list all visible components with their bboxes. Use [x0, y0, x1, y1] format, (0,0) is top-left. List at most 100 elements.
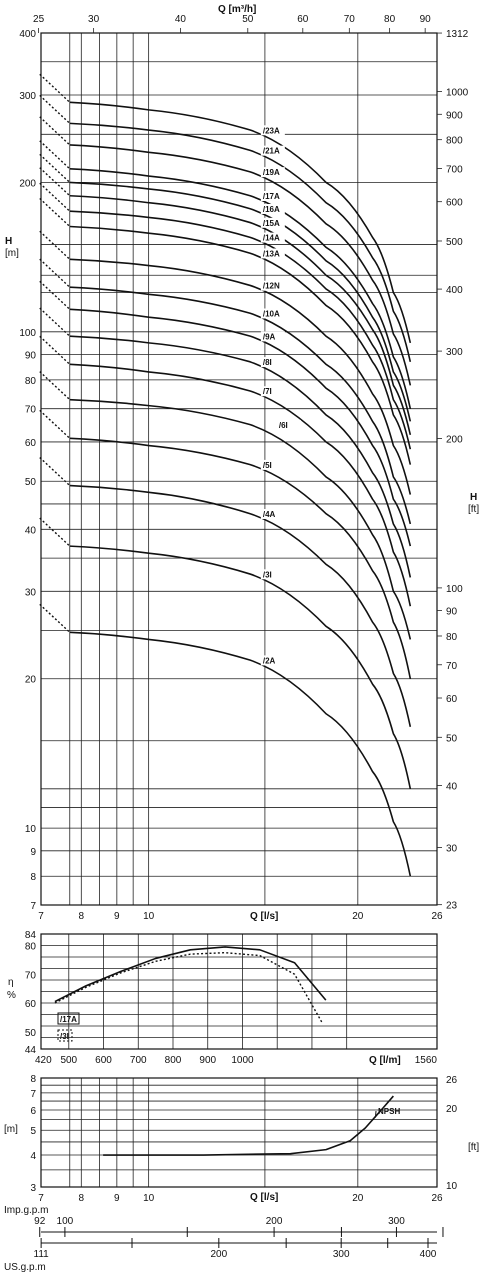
h-m-tick-13: 9: [30, 847, 36, 858]
curve-label-10A: /10A: [260, 308, 285, 319]
h-ft-tick-6: 500: [446, 237, 463, 248]
h-ft-tick-4: 700: [446, 164, 463, 175]
h-m-tick-1: 300: [19, 91, 36, 102]
us-gpm-title: US.g.p.m: [4, 1262, 46, 1273]
h-m-tick-10: 30: [25, 587, 37, 598]
legend-box-dotted: [57, 1029, 73, 1042]
h-ft-tick-5: 600: [446, 198, 463, 209]
h-ft-tick-15: 50: [446, 733, 458, 744]
curve-21A: [69, 122, 412, 363]
h-m-tick-5: 80: [25, 376, 37, 387]
npsh-ft-tick-1: 20: [446, 1104, 458, 1115]
curve-label-text: /19A: [263, 168, 280, 177]
npsh-y-tick-1: 7: [30, 1089, 36, 1100]
eff-y-tick-3: 60: [25, 999, 37, 1010]
eta-title: η: [8, 977, 14, 988]
h-m-tick-2: 200: [19, 178, 36, 189]
us-tick-2: 300: [333, 1249, 350, 1260]
plot2-frame: [40, 933, 438, 1050]
eff-x-tick-2: 600: [95, 1055, 112, 1066]
imp-tick-1: 100: [57, 1216, 74, 1227]
h-ft-tick-7: 400: [446, 285, 463, 296]
q-m3h-tick-3: 50: [242, 14, 254, 25]
curve-17A: [69, 168, 412, 409]
h-m-tick-6: 70: [25, 405, 37, 416]
eff-y-tick-0: 84: [25, 930, 37, 941]
npsh-curve: [103, 1095, 394, 1156]
curve-label-bg: [260, 190, 285, 201]
curve-label-text: /14A: [263, 234, 280, 243]
npsh-x-tick-2: 9: [114, 1193, 120, 1204]
h-ft-tick-18: 23: [446, 901, 458, 912]
eff-x-tick-7: 1560: [415, 1055, 438, 1066]
curve-19A: [69, 144, 412, 386]
curve-ext-4A: [39, 457, 71, 487]
legend-label-3i: /3I: [60, 1032, 69, 1041]
us-tick-1: 200: [210, 1249, 227, 1260]
curve-label-bg: [260, 280, 285, 291]
imp-tick-0: 92: [34, 1216, 46, 1227]
curve-label-5I: /5I: [260, 459, 285, 470]
h-ft-tick-3: 800: [446, 136, 463, 147]
curve-label-bg: [260, 459, 285, 470]
curve-ext-17A: [39, 140, 71, 170]
curve-5I: [69, 437, 412, 679]
q-ls-tick-0: 7: [38, 911, 44, 922]
h-m-tick-9: 40: [25, 525, 37, 536]
curve-ext-8I: [39, 307, 71, 337]
npsh-x-tick-0: 7: [38, 1193, 44, 1204]
h-ft-title: H: [470, 492, 477, 503]
eff-x-tick-4: 800: [165, 1055, 182, 1066]
curve-ext-14A: [39, 182, 71, 212]
h-ft-tick-1: 1000: [446, 88, 469, 99]
curve-label-text: /17A: [263, 192, 280, 201]
h-m-tick-7: 60: [25, 438, 37, 449]
curve-label-bg: [260, 248, 285, 259]
q-ls-title-npsh: Q [l/s]: [250, 1192, 278, 1203]
npsh-x-tick-4: 20: [352, 1193, 364, 1204]
curve-ext-15A: [39, 167, 71, 197]
h-m-title: H: [5, 236, 12, 247]
curve-label-bg: [260, 655, 285, 666]
curve-label-bg: [260, 145, 285, 156]
curve-label-23A: /23A: [260, 125, 285, 136]
eff-x-tick-6: 1000: [231, 1055, 254, 1066]
eff-y-tick-5: 44: [25, 1045, 37, 1056]
q-ls-tick-5: 26: [431, 911, 443, 922]
curve-ext-12N: [39, 230, 71, 260]
npsh-x-tick-1: 8: [79, 1193, 85, 1204]
curve-ext-7I: [39, 335, 71, 365]
curve-ext-10A: [39, 258, 71, 288]
us-tick-0: 111: [34, 1249, 50, 1260]
curve-ext-16A: [39, 153, 71, 183]
curve-ext-23A: [39, 73, 71, 103]
eff-y-tick-1: 80: [25, 942, 37, 953]
curve-13A: [69, 225, 412, 465]
curve-label-bg: [260, 308, 285, 319]
npsh-y-tick-2: 6: [30, 1106, 36, 1117]
q-ls-title-main: Q [l/s]: [250, 911, 278, 922]
curve-label-bg: [260, 331, 285, 342]
h-m-tick-11: 20: [25, 675, 37, 686]
h-m-tick-0: 400: [19, 29, 36, 40]
curve-label-text: /21A: [263, 147, 280, 156]
curve-ext-9A: [39, 280, 71, 310]
q-m3h-tick-6: 80: [384, 14, 396, 25]
h-m-tick-4: 90: [25, 351, 37, 362]
curve-6I: [69, 398, 412, 640]
eff-x-tick-1: 500: [60, 1055, 77, 1066]
h-ft-tick-16: 40: [446, 781, 458, 792]
h-m-tick-3: 100: [19, 328, 36, 339]
curve-label-6I: /6I: [276, 419, 301, 430]
curve-label-8I: /8I: [260, 357, 285, 368]
curve-label-16A: /16A: [260, 203, 285, 214]
us-tick-3: 400: [420, 1249, 437, 1260]
h-ft-tick-17: 30: [446, 843, 458, 854]
curve-label-bg: [260, 357, 285, 368]
q-m3h-tick-4: 60: [297, 14, 309, 25]
q-m3h-tick-0: 25: [33, 14, 45, 25]
curve-label-4A: /4A: [260, 508, 285, 519]
curve-label-text: /15A: [263, 219, 280, 228]
curve-label-bg: [260, 203, 285, 214]
